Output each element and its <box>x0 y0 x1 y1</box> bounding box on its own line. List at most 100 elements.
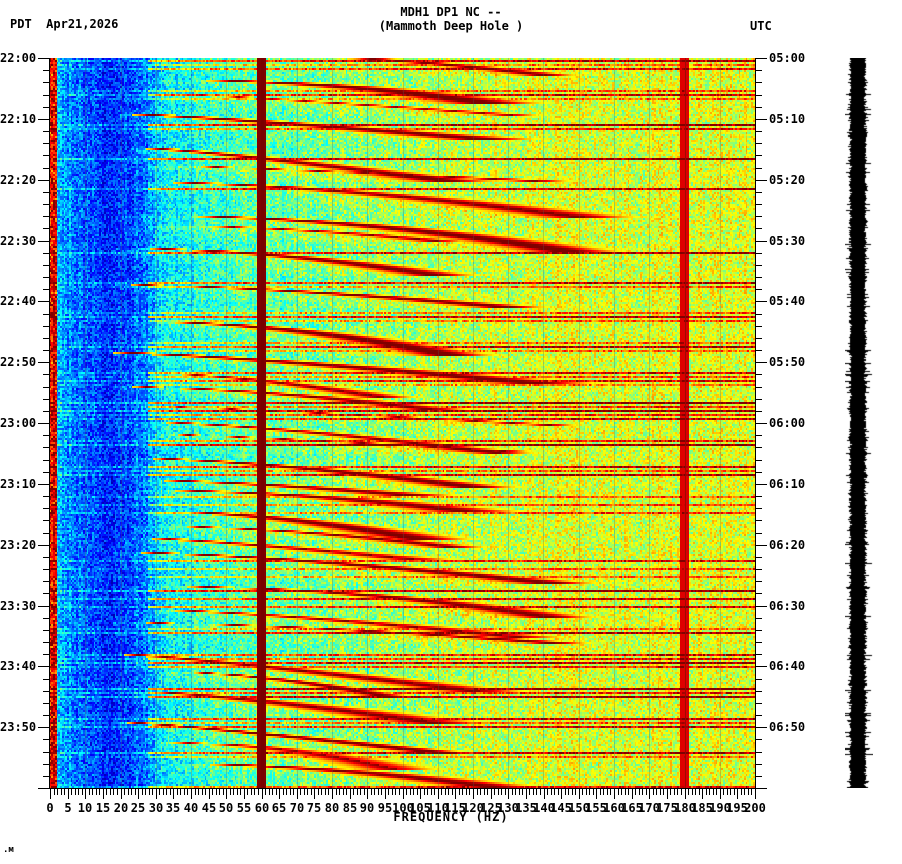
amplitude-trace <box>845 58 873 788</box>
time-tick-minor-right <box>755 776 762 777</box>
spectrogram-canvas <box>50 58 755 788</box>
frequency-label: 200 <box>744 801 766 815</box>
frequency-tick-major <box>526 788 527 799</box>
frequency-label: 160 <box>603 801 625 815</box>
frequency-tick-minor <box>462 788 463 795</box>
time-tick-minor-right <box>755 95 762 96</box>
frequency-label: 0 <box>46 801 54 815</box>
frequency-tick-minor <box>92 788 93 795</box>
time-tick-minor-left <box>43 399 50 400</box>
frequency-tick-minor <box>184 788 185 795</box>
frequency-label: 70 <box>289 801 305 815</box>
time-tick-minor-right <box>755 387 762 388</box>
time-tick-minor-left <box>43 228 50 229</box>
time-label-right: 06:40 <box>769 659 806 674</box>
time-tick-minor-left <box>43 82 50 83</box>
time-tick-minor-left <box>43 630 50 631</box>
time-tick-minor-right <box>755 131 762 132</box>
time-tick-major-right <box>755 301 767 302</box>
frequency-tick-minor <box>57 788 58 795</box>
frequency-tick-major <box>702 788 703 799</box>
time-tick-minor-right <box>755 715 762 716</box>
time-tick-minor-right <box>755 739 762 740</box>
frequency-tick-minor <box>286 788 287 795</box>
frequency-tick-minor <box>741 788 742 795</box>
time-tick-minor-right <box>755 460 762 461</box>
time-tick-major-left <box>38 423 50 424</box>
frequency-tick-minor <box>589 788 590 795</box>
frequency-tick-minor <box>159 788 160 795</box>
frequency-tick-minor <box>586 788 587 795</box>
time-tick-minor-right <box>755 350 762 351</box>
frequency-tick-minor <box>325 788 326 795</box>
corner-artifact-mark: .м <box>3 845 14 855</box>
header-timezone-utc: UTC <box>750 19 772 33</box>
frequency-tick-minor <box>480 788 481 795</box>
time-tick-major-left <box>38 545 50 546</box>
frequency-tick-major <box>121 788 122 799</box>
frequency-tick-minor <box>427 788 428 795</box>
time-tick-minor-right <box>755 289 762 290</box>
frequency-tick-minor <box>89 788 90 795</box>
time-tick-minor-right <box>755 326 762 327</box>
frequency-label: 55 <box>236 801 252 815</box>
frequency-tick-minor <box>378 788 379 795</box>
time-tick-minor-right <box>755 447 762 448</box>
time-tick-major-left <box>38 606 50 607</box>
frequency-tick-major <box>191 788 192 799</box>
frequency-tick-minor <box>399 788 400 795</box>
frequency-tick-minor <box>202 788 203 795</box>
time-tick-minor-left <box>43 107 50 108</box>
time-tick-minor-right <box>755 752 762 753</box>
time-tick-minor-right <box>755 374 762 375</box>
frequency-tick-minor <box>283 788 284 795</box>
frequency-label: 140 <box>533 801 555 815</box>
time-tick-minor-right <box>755 533 762 534</box>
time-tick-minor-left <box>43 326 50 327</box>
time-label-right: 05:20 <box>769 172 806 187</box>
frequency-tick-major <box>685 788 686 799</box>
time-tick-major-right <box>755 241 767 242</box>
time-tick-major-left <box>38 241 50 242</box>
frequency-label: 5 <box>64 801 72 815</box>
frequency-tick-minor <box>610 788 611 795</box>
frequency-tick-minor <box>709 788 710 795</box>
frequency-tick-minor <box>505 788 506 795</box>
frequency-tick-major <box>508 788 509 799</box>
frequency-tick-minor <box>466 788 467 795</box>
frequency-tick-minor <box>635 788 636 795</box>
time-label-left: 23:50 <box>0 720 37 735</box>
frequency-label: 115 <box>444 801 466 815</box>
time-tick-minor-right <box>755 314 762 315</box>
frequency-label: 185 <box>691 801 713 815</box>
frequency-tick-minor <box>265 788 266 795</box>
time-tick-minor-left <box>43 289 50 290</box>
time-tick-minor-left <box>43 581 50 582</box>
frequency-tick-minor <box>748 788 749 795</box>
time-tick-minor-right <box>755 691 762 692</box>
time-tick-major-left <box>38 180 50 181</box>
frequency-tick-minor <box>54 788 55 795</box>
frequency-tick-minor <box>339 788 340 795</box>
frequency-tick-minor <box>187 788 188 795</box>
frequency-tick-minor <box>124 788 125 795</box>
frequency-label: 165 <box>621 801 643 815</box>
time-tick-major-left <box>38 666 50 667</box>
frequency-tick-minor <box>487 788 488 795</box>
frequency-tick-minor <box>522 788 523 795</box>
time-tick-minor-right <box>755 764 762 765</box>
frequency-tick-minor <box>413 788 414 795</box>
time-tick-minor-right <box>755 472 762 473</box>
frequency-tick-minor <box>688 788 689 795</box>
frequency-label: 65 <box>271 801 287 815</box>
frequency-tick-minor <box>551 788 552 795</box>
frequency-tick-minor <box>600 788 601 795</box>
frequency-tick-major <box>544 788 545 799</box>
frequency-tick-minor <box>163 788 164 795</box>
frequency-label: 195 <box>726 801 748 815</box>
time-tick-minor-left <box>43 143 50 144</box>
frequency-tick-minor <box>230 788 231 795</box>
time-tick-minor-left <box>43 95 50 96</box>
time-tick-minor-right <box>755 253 762 254</box>
